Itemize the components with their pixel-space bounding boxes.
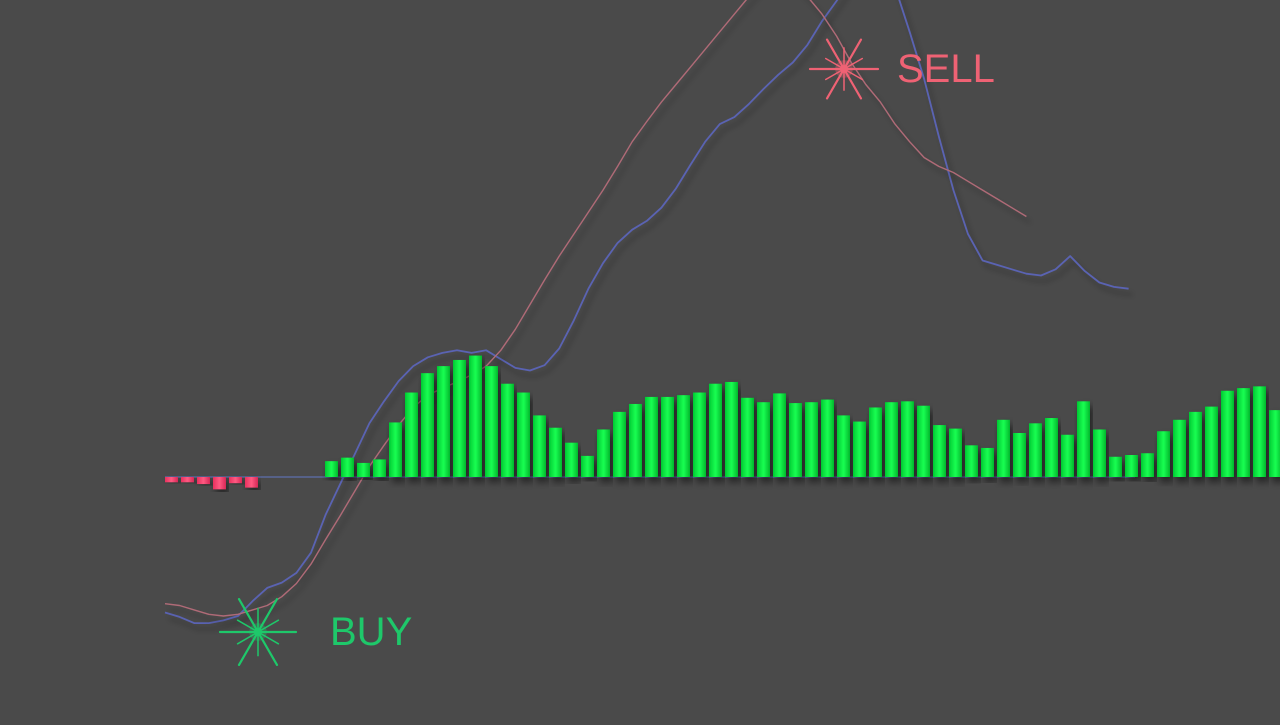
histogram-bar-positive [965,445,978,477]
histogram-bar-positive [565,442,578,477]
histogram-bar-positive [709,383,722,477]
histogram-bar-positive [645,396,658,477]
histogram-bar-positive [1029,423,1042,477]
star-ray [842,38,863,71]
histogram-bar-positive [1125,455,1138,477]
signal-line [164,0,1027,617]
histogram-bar-positive [1253,386,1266,477]
histogram-bar-positive [517,392,530,477]
histogram-bar-positive [485,366,498,477]
histogram-bar-positive [885,402,898,477]
histogram-bar-positive [597,429,610,477]
star-core [840,65,848,73]
histogram-bar-positive [901,401,914,477]
histogram-bar-positive [997,419,1010,477]
histogram-bar-positive [949,428,962,477]
histogram-bar-positive [1205,406,1218,477]
histogram-bar-positive [1189,411,1202,477]
histogram-bar-positive [373,459,386,477]
histogram-bar-negative [197,477,210,485]
histogram-bar-positive [789,403,802,477]
star-ray [237,630,260,667]
indicator-lines [164,0,1129,624]
histogram-bar-positive [805,402,818,477]
histogram-bar-negative [229,477,242,484]
histogram-bar-positive [405,392,418,477]
histogram-bar-positive [549,427,562,477]
sell-star-icon [808,38,880,100]
histogram-bar-positive [677,395,690,477]
macd-line [164,0,1129,624]
histogram-bar-positive [757,402,770,477]
buy-star-icon [218,597,298,667]
histogram-bar-positive [1173,419,1186,477]
histogram-bar-positive [1269,410,1280,477]
histogram [165,355,1280,490]
histogram-bar-positive [341,457,354,477]
histogram-bar-positive [773,393,786,477]
histogram-bar-positive [853,421,866,477]
histogram-bar-positive [1061,434,1074,477]
histogram-bar-positive [453,359,466,477]
histogram-bar-positive [1237,388,1250,477]
star-ray [842,67,863,100]
histogram-bar-positive [1157,431,1170,477]
star-ray [256,597,279,634]
histogram-bar-positive [389,422,402,477]
histogram-bar-positive [469,355,482,477]
histogram-bar-positive [869,407,882,477]
star-ray [825,67,846,100]
histogram-bar-positive [613,411,626,477]
histogram-bar-positive [437,366,450,477]
histogram-bar-positive [981,447,994,477]
star-ray [256,630,279,667]
histogram-bar-negative [181,477,194,483]
star-core [254,628,262,636]
histogram-bar-positive [693,392,706,477]
histogram-bar-negative [213,477,226,490]
histogram-bar-positive [357,462,370,477]
histogram-bar-positive [1077,401,1090,477]
histogram-bar-positive [741,397,754,477]
histogram-bar-positive [581,455,594,477]
histogram-bar-positive [1109,456,1122,477]
histogram-bar-positive [917,405,930,477]
histogram-bar-positive [837,415,850,477]
histogram-bar-positive [325,461,338,477]
histogram-bar-positive [1093,429,1106,477]
buy-label: BUY [330,610,412,654]
histogram-bar-positive [421,373,434,477]
histogram-bar-positive [1221,390,1234,477]
histogram-bar-positive [629,403,642,477]
star-ray [825,38,846,71]
histogram-bar-positive [725,381,738,477]
histogram-bar-negative [165,477,178,483]
histogram-bar-positive [933,425,946,477]
histogram-bar-negative [245,477,258,488]
histogram-bar-positive [821,399,834,477]
star-ray [237,597,260,634]
histogram-bar-positive [533,415,546,477]
sell-label: SELL [897,47,995,91]
histogram-bar-positive [1045,418,1058,477]
histogram-bar-positive [1141,453,1154,477]
histogram-bar-positive [1013,433,1026,477]
histogram-bar-positive [501,383,514,477]
histogram-bar-positive [661,396,674,477]
